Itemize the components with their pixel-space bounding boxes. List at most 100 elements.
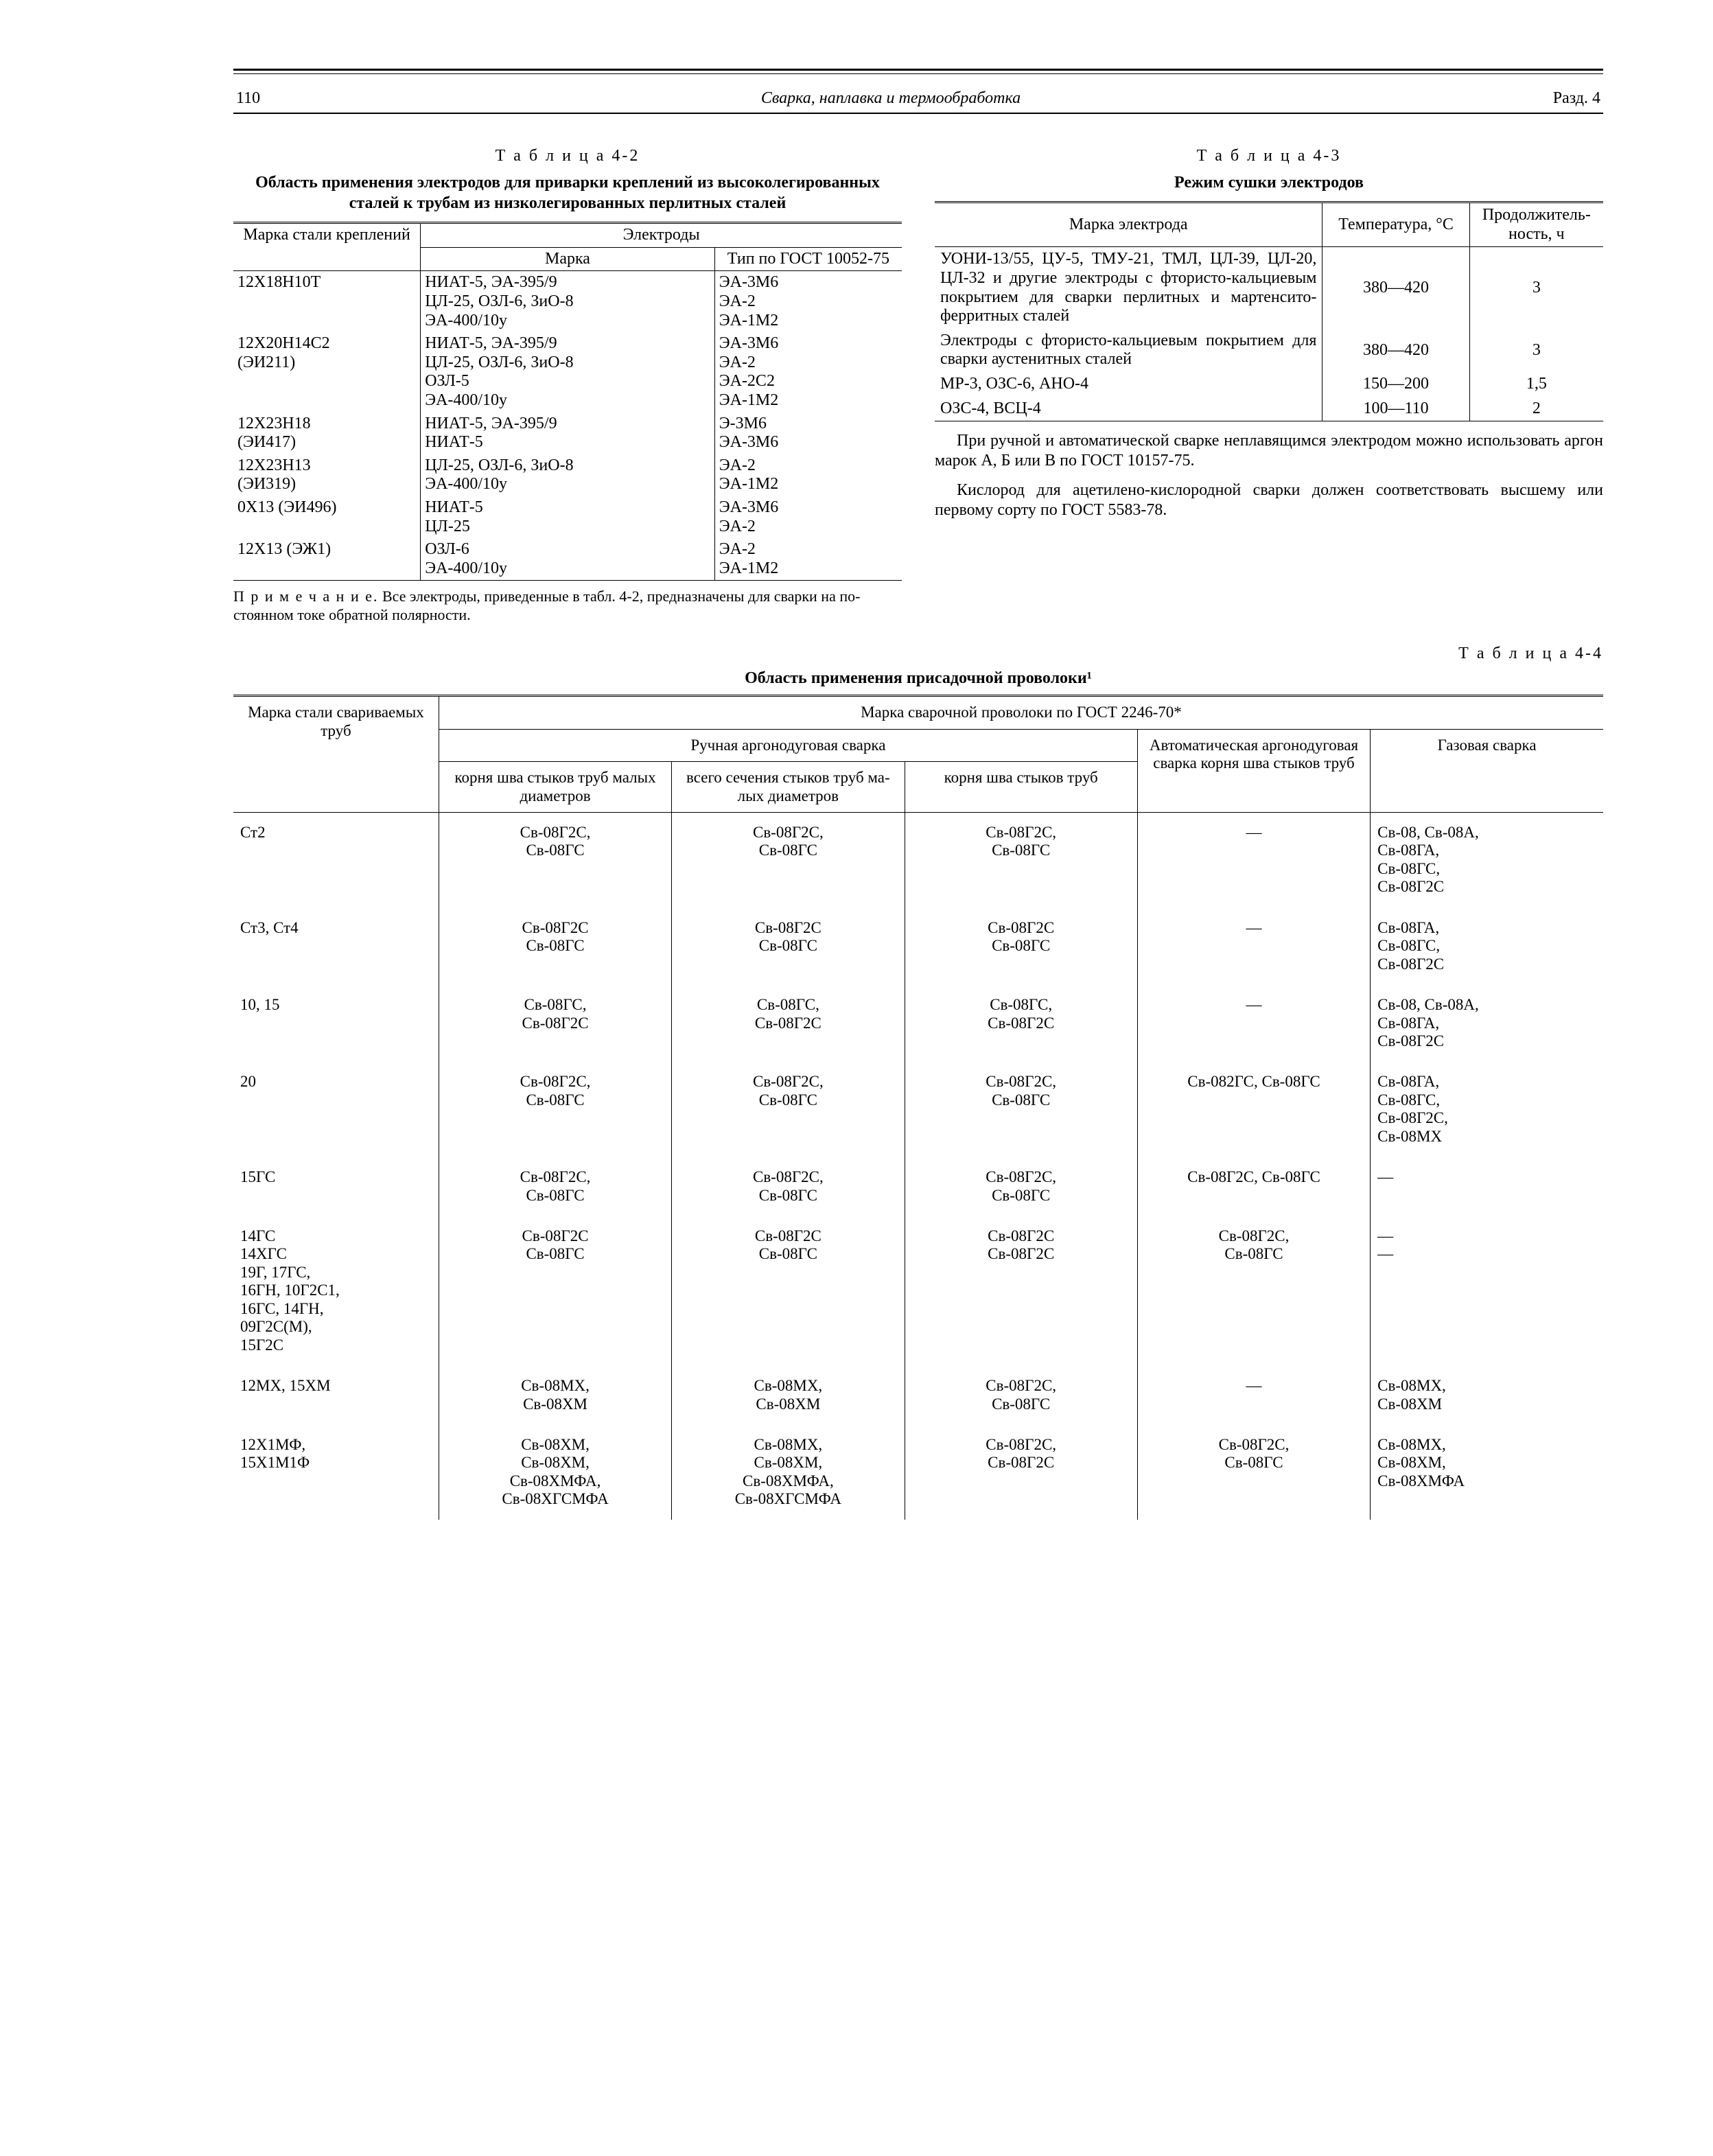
cell: 12Х18Н10Т <box>233 271 421 332</box>
t44-head-m2: всего сечения стыков труб ма­лых диаметр… <box>672 762 905 813</box>
page-header: 110 Сварка, наплавка и термообработка Ра… <box>233 89 1603 113</box>
cell: Ст3, Ст4 <box>233 907 439 984</box>
cell: Св-08МХ,Св-08ХМ <box>439 1366 671 1425</box>
two-column-region: Т а б л и ц а 4-2 Область применения эле… <box>233 141 1603 624</box>
cell: 12Х1МФ,15Х1М1Ф <box>233 1424 439 1519</box>
table-row: Ст3, Ст4Св-08Г2ССв-08ГССв-08Г2ССв-08ГССв… <box>233 907 1603 984</box>
table-row: 12Х20Н14С2(ЭИ211)НИАТ-5, ЭА-395/9ЦЛ-25, … <box>233 332 902 412</box>
t42-head-group: Электроды <box>421 223 902 248</box>
cell: Св-08Г2С,Св-08ГС <box>905 1366 1137 1425</box>
table-4-4-section: Т а б л и ц а 4-4 Область применения при… <box>233 645 1603 1520</box>
cell: Св-08, Св-08А,Св-08ГА,Св-08ГС,Св-08Г2С <box>1371 813 1603 908</box>
table-4-4-label: Т а б л и ц а 4-4 <box>233 645 1603 664</box>
cell: НИАТ-5ЦЛ-25 <box>421 496 715 538</box>
table-row: МР-3, ОЗС-6, АНО-4150—2001,5 <box>935 372 1603 397</box>
cell: ЭА-2ЭА-1М2 <box>714 454 902 496</box>
cell: Св-08Г2С,Св-08ГС <box>905 1062 1137 1157</box>
cell: 380—420 <box>1322 247 1469 329</box>
cell: ЭА-2ЭА-1М2 <box>714 538 902 581</box>
cell: ЦЛ-25, ОЗЛ-6, ЗиО-8ЭА-400/10у <box>421 454 715 496</box>
table-row: 12Х23Н18(ЭИ417)НИАТ-5, ЭА-395/9НИАТ-5Э-3… <box>233 413 902 454</box>
right-column: Т а б л и ц а 4-3 Режим сушки электродов… <box>935 141 1603 624</box>
cell: Св-08ГА,Св-08ГС,Св-08Г2С <box>1371 907 1603 984</box>
table-row: ОЗС-4, ВСЦ-4100—1102 <box>935 397 1603 421</box>
cell: Св-08Г2С,Св-08ГС <box>439 1062 671 1157</box>
cell: Св-08МХ,Св-08ХМ <box>1371 1366 1603 1425</box>
t43-head-c3: Продол­житель­ность, ч <box>1469 202 1603 247</box>
cell: Св-08Г2ССв-08ГС <box>439 1216 671 1366</box>
page-number: 110 <box>236 89 291 108</box>
table-row: 0Х13 (ЭИ496)НИАТ-5ЦЛ-25ЭА-3М6ЭА-2 <box>233 496 902 538</box>
cell: — <box>1137 813 1370 908</box>
cell: УОНИ-13/55, ЦУ-5, ТМУ-21, ТМЛ, ЦЛ-39, ЦЛ… <box>935 247 1322 329</box>
cell: 12Х23Н18(ЭИ417) <box>233 413 421 454</box>
cell: МР-3, ОЗС-6, АНО-4 <box>935 372 1322 397</box>
cell: — <box>1137 985 1370 1062</box>
cell: 15ГС <box>233 1157 439 1216</box>
table-row: 15ГССв-08Г2С,Св-08ГССв-08Г2С,Св-08ГССв-0… <box>233 1157 1603 1216</box>
t43-head-c2: Темпера­тура, °С <box>1322 202 1469 247</box>
cell: Св-08Г2ССв-08ГС <box>905 907 1137 984</box>
cell: Св-08, Св-08А,Св-08ГА,Св-08Г2С <box>1371 985 1603 1062</box>
cell: 0Х13 (ЭИ496) <box>233 496 421 538</box>
cell: 1,5 <box>1469 372 1603 397</box>
paragraph-argon: При ручной и автоматической сварке непла… <box>935 431 1603 471</box>
table-row: 10, 15Св-08ГС,Св-08Г2ССв-08ГС,Св-08Г2ССв… <box>233 985 1603 1062</box>
top-rule <box>233 69 1603 74</box>
cell: Св-08МХ,Св-08ХМ,Св-08ХМФА <box>1371 1424 1603 1519</box>
table-row: 12Х13 (ЭЖ1)ОЗЛ-6ЭА-400/10уЭА-2ЭА-1М2 <box>233 538 902 581</box>
table-row: 12Х1МФ,15Х1М1ФСв-08ХМ,Св-08ХМ,Св-08ХМФА,… <box>233 1424 1603 1519</box>
table-4-2-footnote: П р и м е ч а н и е. Все электроды, прив… <box>233 588 902 624</box>
cell: 10, 15 <box>233 985 439 1062</box>
t44-head-manual: Ручная аргонодуговая сварка <box>439 729 1137 761</box>
t42-head-col3: Тип по ГОСТ 10052-75 <box>714 247 902 271</box>
cell: — <box>1137 1366 1370 1425</box>
cell: —— <box>1371 1216 1603 1366</box>
t44-head-m3: корня шва стыков труб <box>905 762 1137 813</box>
cell: Св-08ГС,Св-08Г2С <box>672 985 905 1062</box>
cell: Ст2 <box>233 813 439 908</box>
cell: Св-08ГС,Св-08Г2С <box>439 985 671 1062</box>
t44-head-auto: Автоматическая аргонодуговая сварка корн… <box>1137 729 1370 812</box>
cell: Св-08ХМ,Св-08ХМ,Св-08ХМФА,Св-08ХГСМФА <box>439 1424 671 1519</box>
t44-head-m1: корня шва стыков труб малых диа­метров <box>439 762 671 813</box>
page-title: Сварка, наплавка и термообработка <box>761 89 1021 108</box>
table-4-2-label: Т а б л и ц а 4-2 <box>233 147 902 166</box>
cell: ОЗС-4, ВСЦ-4 <box>935 397 1322 421</box>
cell: Св-08Г2С,Св-08ГС <box>672 1062 905 1157</box>
table-row: 20Св-08Г2С,Св-08ГССв-08Г2С,Св-08ГССв-08Г… <box>233 1062 1603 1157</box>
paragraph-oxygen: Кислород для ацетилено-кислородной сварк… <box>935 480 1603 520</box>
cell: Св-08Г2С,Св-08ГС <box>1137 1216 1370 1366</box>
cell: 150—200 <box>1322 372 1469 397</box>
cell: — <box>1371 1157 1603 1216</box>
cell: 20 <box>233 1062 439 1157</box>
cell: 380—420 <box>1322 329 1469 372</box>
t44-head-group: Марка сварочной проволоки по ГОСТ 2246-7… <box>439 696 1603 729</box>
cell: Св-08Г2ССв-08ГС <box>439 907 671 984</box>
table-4-3-caption: Режим сушки электродов <box>935 172 1603 193</box>
cell: Св-08Г2С, Св-08ГС <box>1137 1157 1370 1216</box>
cell: 100—110 <box>1322 397 1469 421</box>
cell: Электроды с фтористо-кальциевым покрытие… <box>935 329 1322 372</box>
cell: Св-08Г2ССв-08ГС <box>672 907 905 984</box>
t44-head-steel: Марка стали свариваемых труб <box>233 696 439 813</box>
cell: 12Х20Н14С2(ЭИ211) <box>233 332 421 412</box>
cell: Св-08ГА,Св-08ГС,Св-08Г2С,Св-08МХ <box>1371 1062 1603 1157</box>
table-row: УОНИ-13/55, ЦУ-5, ТМУ-21, ТМЛ, ЦЛ-39, ЦЛ… <box>935 247 1603 329</box>
left-column: Т а б л и ц а 4-2 Область применения эле… <box>233 141 902 624</box>
cell: Св-08Г2С,Св-08ГС <box>672 813 905 908</box>
header-rule <box>233 113 1603 114</box>
table-4-3-label: Т а б л и ц а 4-3 <box>935 147 1603 166</box>
cell: — <box>1137 907 1370 984</box>
table-row: 12Х23Н13(ЭИ319)ЦЛ-25, ОЗЛ-6, ЗиО-8ЭА-400… <box>233 454 902 496</box>
cell: Св-08Г2С,Св-08Г2С <box>905 1424 1137 1519</box>
table-4-4: Марка стали свариваемых труб Марка сваро… <box>233 695 1603 1519</box>
table-row: Ст2Св-08Г2С,Св-08ГССв-08Г2С,Св-08ГССв-08… <box>233 813 1603 908</box>
table-row: 14ГС14ХГС19Г, 17ГС,16ГН, 10Г2С1,16ГС, 14… <box>233 1216 1603 1366</box>
table-4-2-caption: Область применения электродов для привар… <box>233 172 902 213</box>
table-4-2: Марка стали креп­лений Электроды Марка Т… <box>233 222 902 581</box>
cell: НИАТ-5, ЭА-395/9ЦЛ-25, ОЗЛ-6, ЗиО-8ОЗЛ-5… <box>421 332 715 412</box>
cell: ЭА-3М6ЭА-2 <box>714 496 902 538</box>
cell: Св-082ГС, Св-08ГС <box>1137 1062 1370 1157</box>
cell: 12Х23Н13(ЭИ319) <box>233 454 421 496</box>
